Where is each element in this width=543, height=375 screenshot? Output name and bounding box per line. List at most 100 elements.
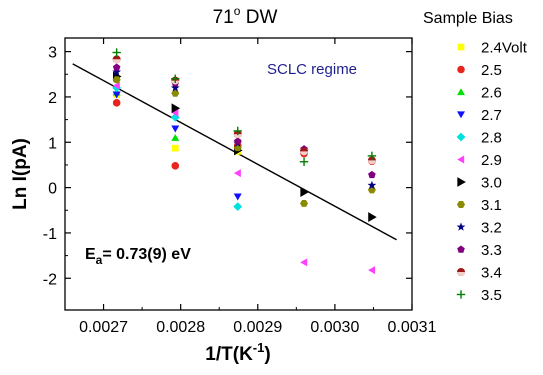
marker-highlight bbox=[112, 59, 121, 64]
data-point bbox=[367, 186, 376, 194]
legend-marker bbox=[457, 177, 466, 187]
legend-item: 2.7 bbox=[457, 107, 502, 124]
legend-label: 3.2 bbox=[481, 220, 502, 237]
marker-highlight bbox=[233, 134, 242, 139]
data-point bbox=[171, 125, 180, 133]
data-point bbox=[300, 187, 309, 198]
data-point bbox=[368, 212, 377, 222]
data-point bbox=[171, 108, 179, 117]
x-tick-label: 0.0027 bbox=[79, 319, 128, 336]
data-point bbox=[171, 74, 180, 83]
x-axis-title-suffix: ) bbox=[264, 344, 270, 365]
data-point bbox=[112, 91, 121, 99]
data-point bbox=[300, 147, 309, 156]
data-point bbox=[112, 63, 121, 71]
data-point bbox=[233, 169, 241, 178]
legend-label: 2.7 bbox=[481, 107, 502, 124]
legend-marker bbox=[457, 88, 465, 96]
y-tick-label: -1 bbox=[43, 226, 57, 243]
legend-item: 3.2 bbox=[456, 220, 502, 237]
activation-energy-value: = 0.73(9) eV bbox=[102, 246, 191, 263]
data-point bbox=[171, 103, 181, 114]
legend-marker bbox=[457, 43, 465, 51]
activation-energy-subscript: a bbox=[96, 253, 103, 267]
data-point bbox=[171, 162, 180, 170]
x-axis: 0.0027 0.0028 0.0029 0.0030 0.0031 bbox=[79, 38, 437, 336]
regime-annotation: SCLC regime bbox=[267, 61, 357, 78]
data-point bbox=[233, 202, 243, 212]
data-point bbox=[367, 151, 377, 161]
data-point bbox=[112, 99, 121, 107]
legend-marker bbox=[456, 290, 466, 299]
legend-marker bbox=[457, 65, 465, 74]
chart-title: 71o DW bbox=[213, 4, 278, 28]
legend: 2.4Volt 2.5 2.6 2.7 2.8 2.9 3.0 3.1 3.2 3.3 3.4 3.5 bbox=[456, 40, 528, 304]
x-tick-label: 0.0029 bbox=[233, 319, 282, 336]
x-tick-label: 0.0028 bbox=[156, 319, 205, 336]
legend-label: 2.9 bbox=[481, 152, 502, 169]
chart-title-suffix: DW bbox=[240, 7, 277, 28]
legend-item: 3.5 bbox=[456, 287, 502, 304]
legend-label: 2.4Volt bbox=[481, 40, 528, 57]
data-point bbox=[112, 55, 121, 64]
legend-item: 2.5 bbox=[457, 62, 502, 79]
plot-frame bbox=[64, 37, 413, 311]
data-points bbox=[112, 48, 377, 275]
legend-marker bbox=[456, 132, 466, 142]
legend-marker bbox=[456, 222, 466, 231]
data-point bbox=[112, 81, 120, 90]
legend-item: 2.9 bbox=[457, 152, 502, 169]
legend-marker bbox=[457, 201, 465, 208]
marker-highlight bbox=[300, 151, 309, 156]
data-point bbox=[368, 170, 376, 179]
legend-item: 3.0 bbox=[457, 175, 502, 192]
data-point bbox=[112, 76, 121, 84]
legend-marker bbox=[457, 268, 465, 276]
legend-item: 3.3 bbox=[457, 242, 502, 259]
marker-highlight bbox=[367, 160, 376, 165]
legend-label: 3.5 bbox=[481, 287, 502, 304]
data-point bbox=[112, 67, 122, 76]
legend-label: 2.5 bbox=[481, 62, 502, 79]
legend-label: 3.1 bbox=[481, 197, 502, 214]
legend-label: 2.6 bbox=[481, 85, 502, 102]
marker-highlight bbox=[457, 272, 465, 276]
legend-label: 3.0 bbox=[481, 175, 502, 192]
y-tick-label: 2 bbox=[48, 90, 57, 107]
legend-item: 2.8 bbox=[456, 130, 502, 147]
legend-label: 2.8 bbox=[481, 130, 502, 147]
y-axis-title: Ln I(pA) bbox=[10, 138, 31, 210]
legend-item: 2.4Volt bbox=[457, 40, 528, 57]
data-point bbox=[300, 200, 309, 207]
x-axis-title: 1/T(K-1) bbox=[205, 340, 270, 365]
legend-item: 3.4 bbox=[457, 265, 502, 282]
data-point bbox=[300, 258, 308, 267]
activation-energy-label: Ea= 0.73(9) eV bbox=[85, 246, 191, 267]
x-axis-title-exponent: -1 bbox=[253, 340, 265, 355]
chart-title-degree: o bbox=[234, 4, 241, 18]
y-tick-label: 1 bbox=[48, 135, 57, 152]
y-tick-label: 3 bbox=[48, 45, 57, 62]
x-tick-label: 0.0030 bbox=[310, 319, 359, 336]
data-point bbox=[367, 156, 376, 165]
data-point bbox=[233, 137, 242, 145]
data-point bbox=[171, 144, 179, 152]
y-axis: -2 -1 0 1 2 3 bbox=[43, 45, 412, 288]
legend-title: Sample Bias bbox=[423, 10, 513, 27]
legend-marker bbox=[457, 245, 465, 253]
y-tick-label: -2 bbox=[43, 271, 57, 288]
legend-item: 2.6 bbox=[457, 85, 502, 102]
data-point bbox=[368, 266, 376, 275]
data-point bbox=[170, 83, 180, 92]
legend-item: 3.1 bbox=[457, 197, 502, 214]
data-point bbox=[171, 89, 180, 97]
data-point bbox=[367, 180, 377, 190]
data-point bbox=[233, 126, 242, 136]
legend-label: 3.3 bbox=[481, 242, 502, 259]
legend-marker bbox=[457, 155, 465, 164]
x-tick-label: 0.0031 bbox=[388, 319, 437, 336]
data-point bbox=[299, 157, 309, 166]
legend-label: 3.4 bbox=[481, 265, 502, 282]
data-point bbox=[112, 48, 121, 57]
